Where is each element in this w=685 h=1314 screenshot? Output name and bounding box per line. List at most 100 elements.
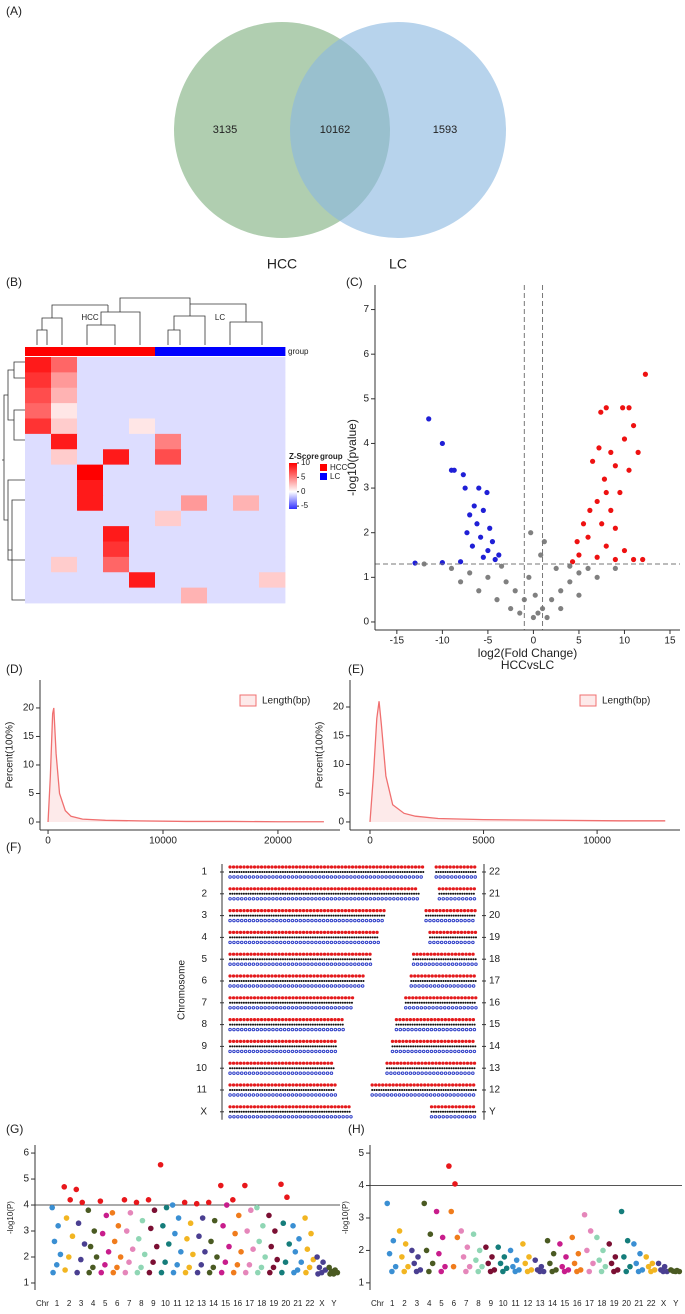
point: [278, 1181, 284, 1188]
area: [369, 701, 666, 822]
heat-cell: [103, 526, 130, 542]
x-tick-label: 7: [127, 1299, 132, 1308]
heat-cell: [103, 418, 130, 435]
y-axis-label: Percent(100%): [315, 722, 326, 789]
heat-cell: [25, 387, 52, 404]
point: [250, 1246, 256, 1253]
y-tick-label: 0: [363, 617, 369, 628]
point: [452, 1181, 458, 1187]
legend-label: HCC: [330, 463, 348, 472]
heat-cell: [77, 526, 104, 542]
x-tick-label: 10000: [149, 836, 177, 847]
heat-cell: [155, 556, 182, 573]
point: [621, 1254, 627, 1260]
x-tick-label: 16: [233, 1299, 242, 1308]
point: [496, 552, 502, 558]
region-count: 10162: [320, 124, 351, 136]
point: [544, 1237, 551, 1244]
point: [222, 1259, 229, 1265]
point: [553, 565, 559, 572]
point: [242, 1269, 249, 1276]
point: [575, 1250, 582, 1257]
heat-cell: [51, 510, 78, 527]
group-name: LC: [215, 313, 225, 322]
point: [475, 1268, 482, 1275]
panel-label: (H): [348, 1122, 365, 1136]
point: [139, 1217, 146, 1224]
point: [586, 1268, 593, 1275]
point: [412, 560, 418, 566]
heat-cell: [181, 495, 208, 512]
point: [386, 1250, 393, 1257]
point: [280, 1220, 287, 1227]
point: [661, 1263, 668, 1270]
x-tick-label: 22: [305, 1299, 314, 1308]
point: [246, 1261, 253, 1268]
point: [617, 489, 623, 496]
point: [524, 1268, 531, 1275]
point: [633, 1260, 640, 1267]
point: [512, 588, 518, 594]
point: [102, 1261, 108, 1268]
point: [121, 1197, 128, 1203]
heat-cell: [129, 449, 156, 466]
point: [571, 1260, 578, 1267]
point: [587, 1228, 594, 1234]
point: [85, 1207, 92, 1214]
point: [170, 1269, 177, 1276]
heat-cell: [207, 403, 234, 419]
point: [603, 543, 609, 549]
chromosome-label: 20: [489, 910, 501, 921]
heat-cell: [25, 464, 52, 481]
heat-cell: [181, 480, 208, 496]
chromosome-label: 1: [201, 867, 207, 878]
group-track-label: group: [288, 347, 309, 356]
chromosome-label: 15: [489, 1019, 501, 1030]
point: [594, 1234, 600, 1241]
point: [495, 1244, 502, 1250]
x-tick-label: 5000: [472, 836, 495, 847]
point: [291, 1269, 297, 1276]
heat-cell: [181, 372, 208, 389]
heat-cell: [103, 464, 130, 481]
x-tick-label: 17: [585, 1299, 594, 1308]
point: [160, 1223, 166, 1229]
x-tick-label: 21: [634, 1299, 643, 1308]
point: [202, 1249, 208, 1255]
point: [172, 1230, 178, 1237]
y-axis-label: Percent(100%): [5, 722, 16, 789]
point: [55, 1223, 61, 1229]
heat-cell: [233, 480, 260, 496]
point: [181, 1199, 188, 1206]
heat-cell: [181, 587, 208, 604]
point: [190, 1251, 196, 1258]
heat-cell: [129, 587, 156, 604]
x-tick-label: 10000: [583, 836, 611, 847]
x-tick-label: 18: [257, 1299, 266, 1308]
point: [587, 507, 593, 513]
x-axis-label: Chr: [36, 1299, 49, 1308]
point: [480, 554, 486, 560]
x-tick-label: -5: [483, 636, 492, 647]
point: [238, 1249, 244, 1255]
point: [630, 556, 637, 563]
x-tick-label: X: [661, 1299, 667, 1308]
heat-cell: [181, 510, 208, 527]
point: [306, 1264, 313, 1271]
heat-cell: [155, 464, 182, 481]
heat-cell: [155, 526, 182, 542]
heat-cell: [259, 556, 286, 573]
point: [457, 579, 464, 585]
heat-cell: [77, 403, 104, 419]
point: [508, 605, 514, 612]
point: [608, 1260, 615, 1267]
x-tick-label: 0: [367, 836, 373, 847]
point: [563, 1254, 569, 1260]
y-tick-label: 2: [23, 1252, 29, 1263]
x-tick-label: 10: [499, 1299, 508, 1308]
point: [279, 1269, 285, 1276]
point: [460, 472, 466, 478]
x-tick-label: 7: [464, 1299, 469, 1308]
heat-cell: [77, 556, 104, 573]
colorbar-tick-label: -5: [301, 501, 309, 510]
